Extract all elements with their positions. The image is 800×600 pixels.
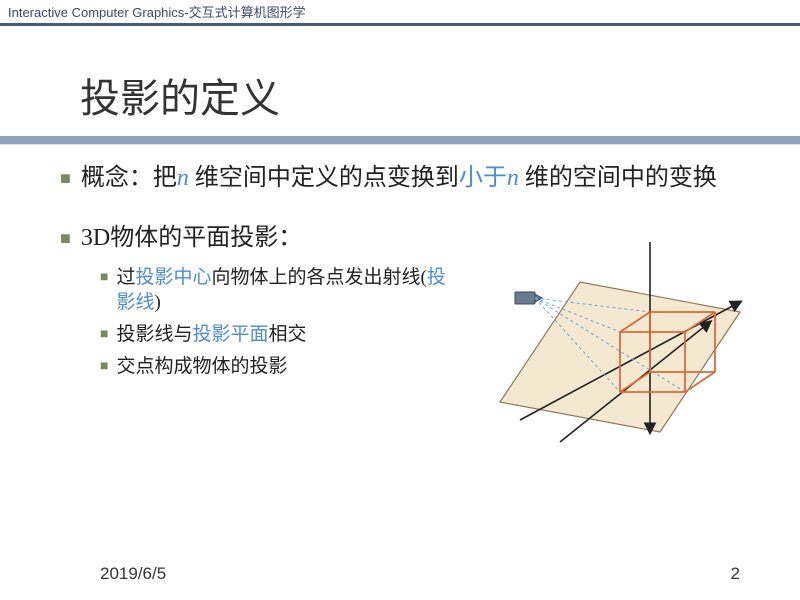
hl-projection-center: 投影中心 — [135, 267, 211, 288]
var-n: n — [177, 165, 189, 191]
title-underline-bar — [0, 136, 800, 144]
t: ) — [154, 292, 160, 313]
bullet-marker-icon: ■ — [100, 270, 108, 286]
page-title: 投影的定义 — [80, 66, 800, 124]
bullet-marker-icon: ■ — [60, 228, 71, 249]
subbullet-result: ■ 交点构成物体的投影 — [100, 354, 460, 380]
bullet-concept: ■ 概念：把n 维空间中定义的点变换到小于n 维的空间中的变换 — [60, 162, 760, 194]
subbullet-plane-intersect: ■ 投影线与投影平面相交 — [100, 322, 460, 348]
bullet-marker-icon: ■ — [60, 168, 71, 189]
footer-date: 2019/6/5 — [100, 564, 166, 584]
t: 向物体上的各点发出射线( — [212, 267, 427, 288]
t: 过 — [116, 267, 135, 288]
t: 维空间中定义的点变换到 — [189, 165, 459, 191]
subbullet-rays-text: 过投影中心向物体上的各点发出射线(投影线) — [116, 265, 460, 316]
bullet-marker-icon: ■ — [100, 327, 108, 343]
title-area: 投影的定义 — [0, 26, 800, 136]
var-n: n — [507, 165, 519, 191]
subbullet-plane-text: 投影线与投影平面相交 — [116, 322, 306, 348]
hl-lessthan: 小于 — [459, 165, 507, 191]
header-bar: Interactive Computer Graphics-交互式计算机图形学 — [0, 0, 800, 26]
t: 相交 — [269, 324, 307, 345]
bullet-concept-text: 概念：把n 维空间中定义的点变换到小于n 维的空间中的变换 — [81, 162, 717, 194]
header-text: Interactive Computer Graphics-交互式计算机图形学 — [8, 5, 306, 20]
subbullet-result-text: 交点构成物体的投影 — [116, 354, 287, 380]
subbullet-rays: ■ 过投影中心向物体上的各点发出射线(投影线) — [100, 265, 460, 316]
bullet-3d-text: 3D物体的平面投影： — [81, 222, 302, 254]
t: 概念：把 — [81, 165, 177, 191]
footer-page-number: 2 — [731, 564, 740, 584]
t: 维的空间中的变换 — [519, 165, 717, 191]
footer: 2019/6/5 2 — [0, 564, 800, 584]
projection-diagram — [460, 222, 760, 462]
t: 投影线与 — [116, 324, 192, 345]
content-area: ■ 概念：把n 维空间中定义的点变换到小于n 维的空间中的变换 ■ 3D物体的平… — [0, 162, 800, 462]
bullet-marker-icon: ■ — [100, 359, 108, 375]
hl-projection-plane: 投影平面 — [192, 324, 268, 345]
bullet-3d-heading: ■ 3D物体的平面投影： — [60, 222, 460, 254]
row-3d-projection: ■ 3D物体的平面投影： ■ 过投影中心向物体上的各点发出射线(投影线) ■ 投… — [60, 222, 760, 462]
